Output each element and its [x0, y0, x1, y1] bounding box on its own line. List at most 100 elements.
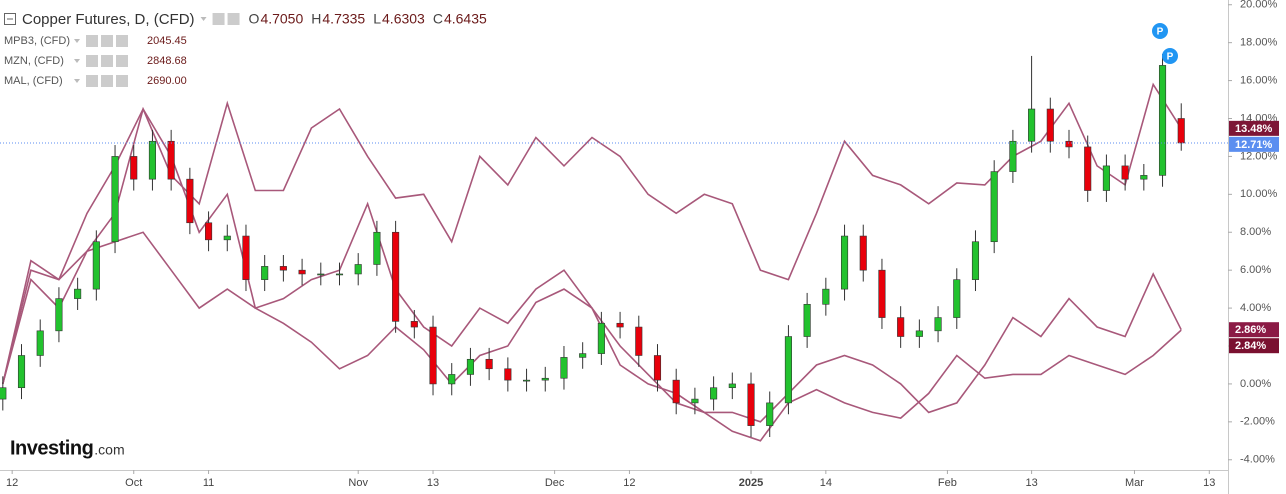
candle-body [485, 358, 493, 370]
candle-body [1102, 165, 1110, 191]
ohlc-label: L [373, 11, 381, 27]
x-tick-label: 14 [820, 477, 832, 489]
x-tick-label: 12 [623, 477, 635, 489]
candle-body [766, 402, 774, 426]
y-tick-label: 4.00% [1240, 302, 1271, 314]
x-tick-label: 13 [427, 477, 439, 489]
ohlc-value: 4.6435 [444, 11, 487, 27]
candle-body [410, 321, 418, 328]
ohlc-value: 4.7050 [260, 11, 303, 27]
x-tick-label: Mar [1125, 477, 1144, 489]
candle-body [354, 264, 362, 275]
chart-title: Copper Futures, D, (CFD) [22, 11, 195, 28]
dropdown-arrow [74, 39, 80, 43]
candle-body [1028, 108, 1036, 142]
candle-body [242, 235, 250, 280]
compare-line [2, 106, 1182, 423]
candle-body [784, 336, 792, 404]
candle-body [1084, 146, 1092, 191]
candle-body [822, 288, 830, 305]
price-tag-label: 2.86% [1235, 324, 1266, 336]
ohlc-value: 4.7335 [322, 11, 365, 27]
price-tag [1229, 322, 1279, 338]
settings-icon [116, 75, 128, 87]
candle-body [317, 273, 325, 276]
dropdown-arrow [74, 59, 80, 63]
compare-line [2, 82, 1182, 385]
logo: Investing [10, 437, 93, 459]
candle-body [1177, 118, 1185, 144]
candle-body [148, 140, 156, 180]
candle-body [373, 231, 381, 265]
candle-body [1158, 65, 1167, 176]
candle-body [17, 355, 26, 389]
candle-body [298, 269, 306, 275]
x-tick-label: 13 [1025, 477, 1037, 489]
legend-value: 2690.00 [147, 75, 187, 87]
candle-body [279, 266, 287, 271]
candle-body [953, 279, 961, 318]
price-tag [1229, 136, 1279, 152]
x-tick-label: Feb [938, 477, 957, 489]
candle-body [92, 241, 100, 290]
candle-body [672, 379, 680, 404]
price-tag [1229, 120, 1279, 136]
candle-body [55, 298, 63, 332]
candle-body [541, 377, 549, 381]
candle-body [429, 326, 437, 385]
y-tick-label: 8.00% [1240, 226, 1271, 238]
event-badge [1152, 23, 1168, 39]
x-tick-label: Oct [125, 477, 142, 489]
y-tick-label: 20.00% [1240, 0, 1278, 11]
candle-body [448, 374, 456, 385]
candle-body [897, 317, 905, 337]
candle-body [335, 273, 344, 276]
candle-body [1121, 165, 1129, 180]
candle-body [990, 171, 998, 243]
x-tick-label: 11 [203, 477, 214, 489]
candle-body [934, 317, 942, 332]
legend-name: MPB3, (CFD) [4, 35, 70, 47]
candle-body [840, 235, 849, 290]
candle-body [1065, 140, 1073, 148]
event-badge [1162, 48, 1178, 64]
y-tick-label: 10.00% [1240, 188, 1278, 200]
y-tick-label: 16.00% [1240, 74, 1278, 86]
settings-icon [212, 13, 225, 25]
price-tag-label: 12.71% [1235, 139, 1273, 151]
candle-body [36, 330, 44, 356]
candle-body [167, 140, 175, 180]
price-tag-label: 13.48% [1235, 123, 1273, 135]
candle-body [1140, 175, 1148, 180]
candle-body [466, 358, 474, 375]
candle-body [579, 353, 587, 358]
candle-body [728, 383, 736, 389]
candle-body [560, 357, 568, 379]
logo-suffix: .com [94, 442, 124, 458]
ohlc-value: 4.6303 [382, 11, 425, 27]
candle-body [597, 322, 605, 354]
y-tick-label: 12.00% [1240, 150, 1278, 162]
ohlc-label: O [249, 11, 260, 27]
candle-body [523, 379, 531, 382]
dropdown-arrow [74, 79, 80, 83]
candle-body [504, 368, 512, 381]
settings-icon [101, 75, 113, 87]
y-tick-label: 18.00% [1240, 37, 1278, 49]
candle-body [859, 235, 867, 271]
y-tick-label: -4.00% [1240, 454, 1275, 466]
legend-value: 2848.68 [147, 55, 187, 67]
settings-icon [86, 55, 98, 67]
event-badge-label: P [1167, 52, 1174, 63]
event-badge-label: P [1157, 27, 1164, 38]
candle-body [186, 178, 194, 224]
candle-body [878, 269, 886, 318]
y-tick-label: 6.00% [1240, 264, 1271, 276]
settings-icon [101, 35, 113, 47]
candle-body [653, 355, 662, 381]
candle-body [691, 398, 699, 404]
ohlc-label: C [433, 11, 443, 27]
candle-body [111, 156, 119, 243]
